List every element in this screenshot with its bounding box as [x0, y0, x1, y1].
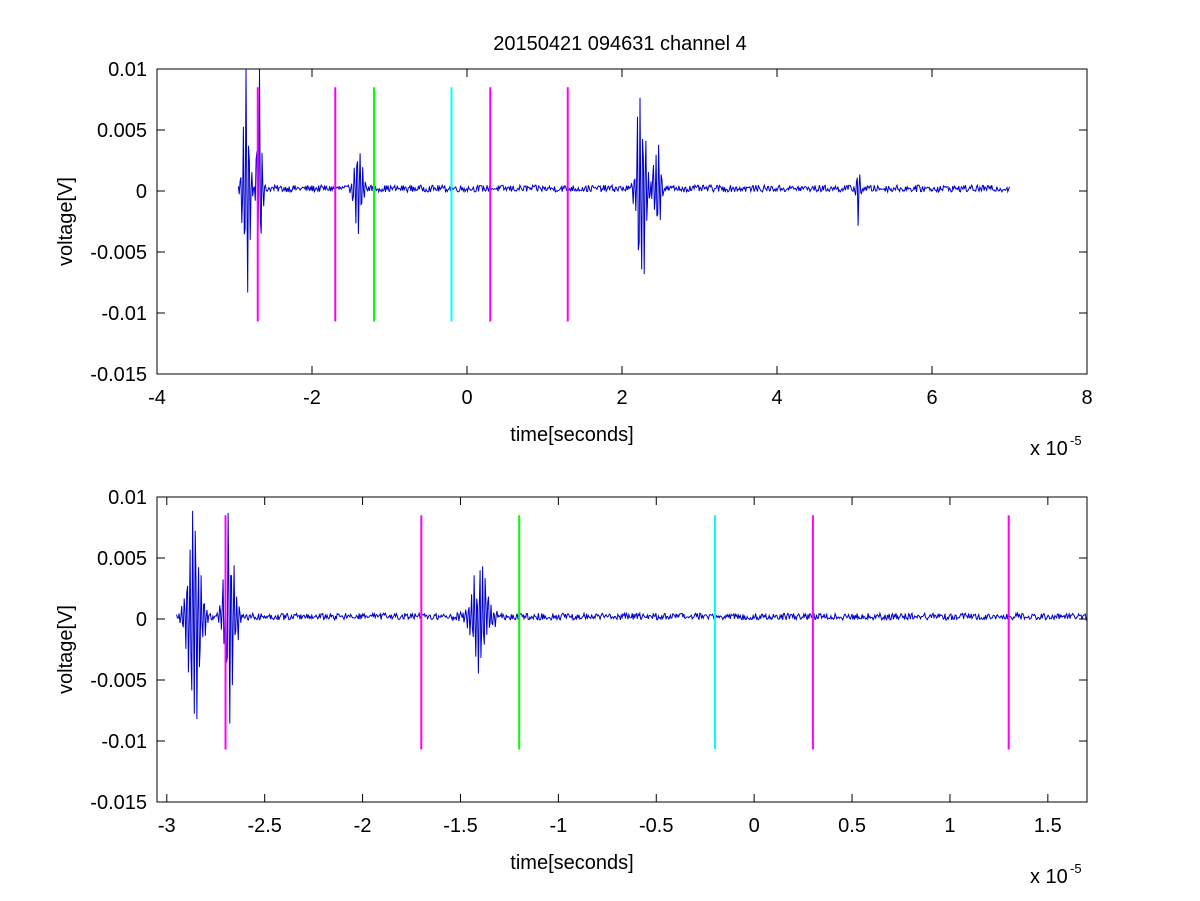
- y-tick-label: 0.005: [97, 120, 147, 142]
- x-tick-label: 0: [749, 815, 760, 837]
- y-tick-label: -0.015: [90, 792, 147, 814]
- x-tick-label: 4: [771, 387, 782, 409]
- x-tick-label: 1: [944, 815, 955, 837]
- x-axis-multiplier: x 10: [1030, 866, 1068, 888]
- x-tick-label: -1.5: [443, 815, 477, 837]
- x-tick-label: 0: [461, 387, 472, 409]
- y-tick-label: -0.01: [101, 303, 147, 325]
- y-tick-label: 0.005: [97, 548, 147, 570]
- x-tick-label: 2: [616, 387, 627, 409]
- x-tick-label: 0.5: [838, 815, 866, 837]
- x-axis-multiplier-exponent: -5: [1070, 861, 1082, 876]
- x-axis-multiplier: x 10: [1030, 438, 1068, 460]
- signal-line: [237, 68, 1010, 293]
- y-tick-label: 0.01: [108, 59, 147, 81]
- x-tick-label: 1.5: [1034, 815, 1062, 837]
- x-axis-label: time[seconds]: [510, 852, 633, 874]
- y-tick-label: -0.015: [90, 364, 147, 386]
- y-axis-label: voltage[V]: [55, 177, 77, 266]
- x-tick-label: -3: [158, 815, 176, 837]
- x-tick-label: -2.5: [247, 815, 281, 837]
- y-tick-label: 0: [136, 181, 147, 203]
- y-tick-label: -0.005: [90, 242, 147, 264]
- x-tick-label: -2: [303, 387, 321, 409]
- y-tick-label: -0.01: [101, 731, 147, 753]
- figure-title: 20150421 094631 channel 4: [493, 33, 747, 55]
- top-chart-panel: -4 -2 0 2 4 6 8 -0.015 -0.01 -0.005 0 0.005 0.01 time…: [55, 59, 1093, 460]
- y-axis-label: voltage[V]: [55, 605, 77, 694]
- y-tick-label: 0.01: [108, 487, 147, 509]
- x-axis-multiplier-exponent: -5: [1070, 433, 1082, 448]
- y-tick-label: 0: [136, 609, 147, 631]
- axes-box: [156, 68, 1088, 375]
- y-tick-label: -0.005: [90, 670, 147, 692]
- x-axis-label: time[seconds]: [510, 424, 633, 446]
- axes-box: [156, 496, 1088, 803]
- x-tick-label: -2: [354, 815, 372, 837]
- bottom-chart-panel: -3 -2.5 -2 -1.5 -1 -0.5 0 0.5 1 1.5 -0.015 -0.01 -0.…: [55, 487, 1088, 888]
- x-tick-label: 8: [1081, 387, 1092, 409]
- x-tick-label: 6: [926, 387, 937, 409]
- x-tick-label: -1: [549, 815, 567, 837]
- x-tick-label: -0.5: [639, 815, 673, 837]
- signal-line: [176, 510, 1088, 724]
- x-tick-label: -4: [148, 387, 166, 409]
